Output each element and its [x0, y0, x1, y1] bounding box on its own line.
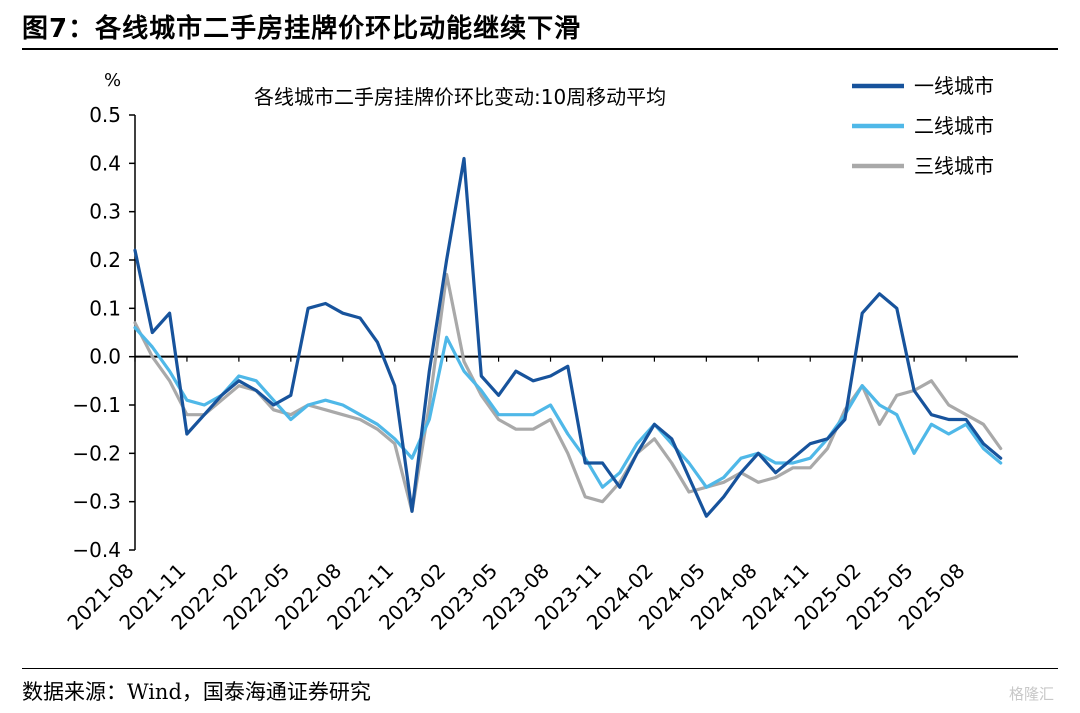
legend-label: 二线城市 [914, 114, 994, 138]
source-note: 数据来源：Wind，国泰海通证券研究 [22, 680, 371, 704]
y-tick-label: −0.3 [72, 490, 121, 514]
chart: 0.50.40.30.20.10.0−0.1−0.2−0.3−0.4 2021-… [62, 70, 1018, 635]
chart-inner-title: 各线城市二手房挂牌价环比变动:10周移动平均 [254, 85, 666, 109]
y-axis: 0.5 0.4 0.3 0.2 0.1 0.0 −0.1 −0.2 −0.3 −0.4 [72, 103, 136, 562]
y-tick-label: 0.3 [89, 200, 121, 224]
series-line-2 [133, 326, 1003, 489]
bottom-rule [22, 668, 1058, 669]
y-tick-label: −0.4 [72, 538, 121, 562]
figure-title: 图7：各线城市二手房挂牌价环比动能继续下滑 [22, 14, 582, 44]
y-axis-unit-label: % [104, 70, 121, 91]
legend-label: 三线城市 [914, 154, 994, 178]
watermark: 格隆汇 [1008, 685, 1054, 703]
y-tick-label: −0.1 [72, 393, 121, 417]
y-tick-label: 0.4 [89, 151, 121, 175]
y-tick-label: 0.5 [89, 103, 121, 127]
series-line-1 [133, 156, 1003, 518]
series-layer [133, 156, 1003, 518]
y-tick-label: −0.2 [72, 441, 121, 465]
legend-label: 一线城市 [914, 74, 994, 98]
top-rule [22, 48, 1058, 50]
y-tick-label: 0.0 [89, 345, 121, 369]
y-tick-label: 0.1 [89, 296, 121, 320]
y-tick-label: 0.2 [89, 248, 121, 272]
